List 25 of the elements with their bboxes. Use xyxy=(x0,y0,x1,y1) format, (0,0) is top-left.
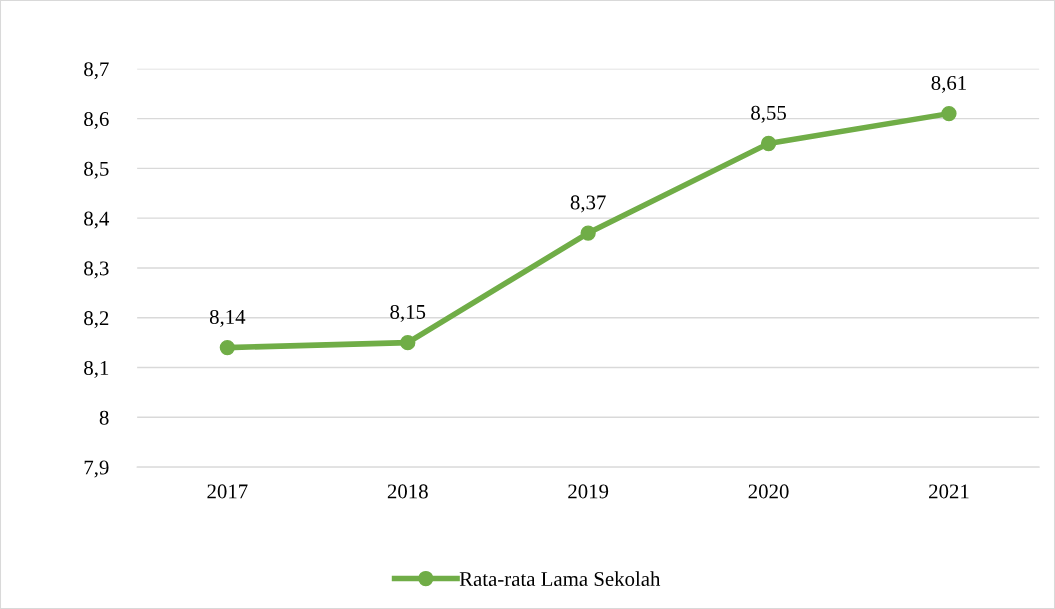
point xyxy=(941,105,957,122)
y-tick-label: 8,7 xyxy=(84,62,109,80)
x-tick-label: 2021 xyxy=(929,484,969,499)
data-label: 8,37 xyxy=(570,195,606,213)
y-tick-label: 8,2 xyxy=(84,311,109,329)
data-label: 8,55 xyxy=(751,105,786,123)
y-tick-label: 8,1 xyxy=(84,360,109,378)
y-tick-label: 8,4 xyxy=(84,211,110,229)
data-label: 8,15 xyxy=(390,304,426,322)
data-label: 8,14 xyxy=(209,309,246,327)
data-label: 8,61 xyxy=(931,75,966,93)
x-tick-label: 2019 xyxy=(568,484,609,499)
point xyxy=(219,339,235,356)
x-tick-label: 2020 xyxy=(748,484,789,499)
y-tick-label: 7,9 xyxy=(84,460,109,478)
y-tick-label: 8,3 xyxy=(84,261,109,279)
point xyxy=(400,334,416,351)
x-tick-label: 2017 xyxy=(207,484,248,499)
y-tick-label: 8,6 xyxy=(84,111,109,130)
y-tick-label: 8 xyxy=(99,410,109,425)
y-tick-label: 8,5 xyxy=(84,161,109,179)
legend-label: Rata-rata Lama Sekolah xyxy=(459,571,661,587)
point xyxy=(760,135,777,152)
x-tick-label: 2018 xyxy=(387,484,428,499)
point xyxy=(580,225,596,241)
